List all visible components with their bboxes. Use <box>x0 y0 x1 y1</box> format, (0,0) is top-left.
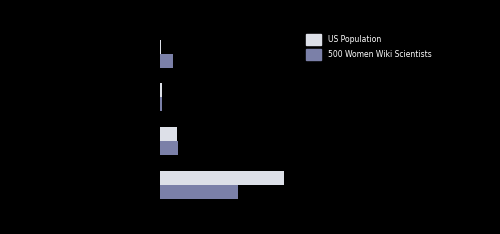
Bar <box>160 171 284 185</box>
Legend: US Population, 500 Women Wiki Scientists: US Population, 500 Women Wiki Scientists <box>304 32 434 62</box>
Bar <box>160 127 177 141</box>
Bar <box>160 97 162 111</box>
Bar <box>160 185 238 199</box>
Bar <box>160 141 178 155</box>
Bar <box>160 83 162 97</box>
Bar <box>160 40 162 54</box>
Bar <box>160 54 173 68</box>
